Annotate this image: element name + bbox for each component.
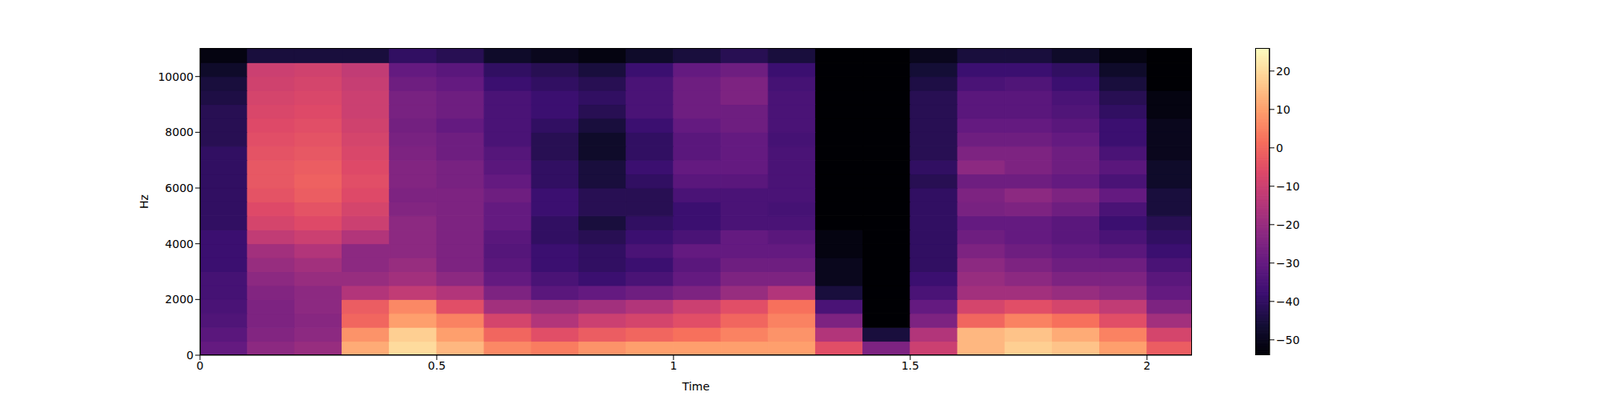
svg-text:−30: −30 [1276, 256, 1300, 270]
svg-text:Hz: Hz [137, 194, 151, 209]
svg-text:1.5: 1.5 [901, 359, 920, 372]
svg-text:0: 0 [196, 359, 204, 372]
svg-text:10: 10 [1276, 103, 1291, 116]
svg-text:0.5: 0.5 [428, 359, 446, 372]
svg-text:−50: −50 [1276, 333, 1300, 347]
svg-text:2000: 2000 [164, 292, 194, 306]
svg-text:20: 20 [1276, 64, 1291, 78]
svg-text:0: 0 [1276, 141, 1284, 155]
svg-text:10000: 10000 [157, 70, 194, 84]
svg-text:2: 2 [1143, 359, 1151, 372]
svg-text:Time: Time [681, 380, 710, 393]
svg-text:4000: 4000 [164, 237, 194, 251]
svg-text:6000: 6000 [164, 181, 194, 195]
svg-text:0: 0 [186, 348, 194, 362]
svg-text:8000: 8000 [164, 125, 194, 139]
svg-text:−10: −10 [1276, 180, 1300, 193]
svg-text:−40: −40 [1276, 295, 1300, 308]
svg-text:1: 1 [669, 359, 677, 372]
svg-text:−20: −20 [1276, 218, 1300, 232]
